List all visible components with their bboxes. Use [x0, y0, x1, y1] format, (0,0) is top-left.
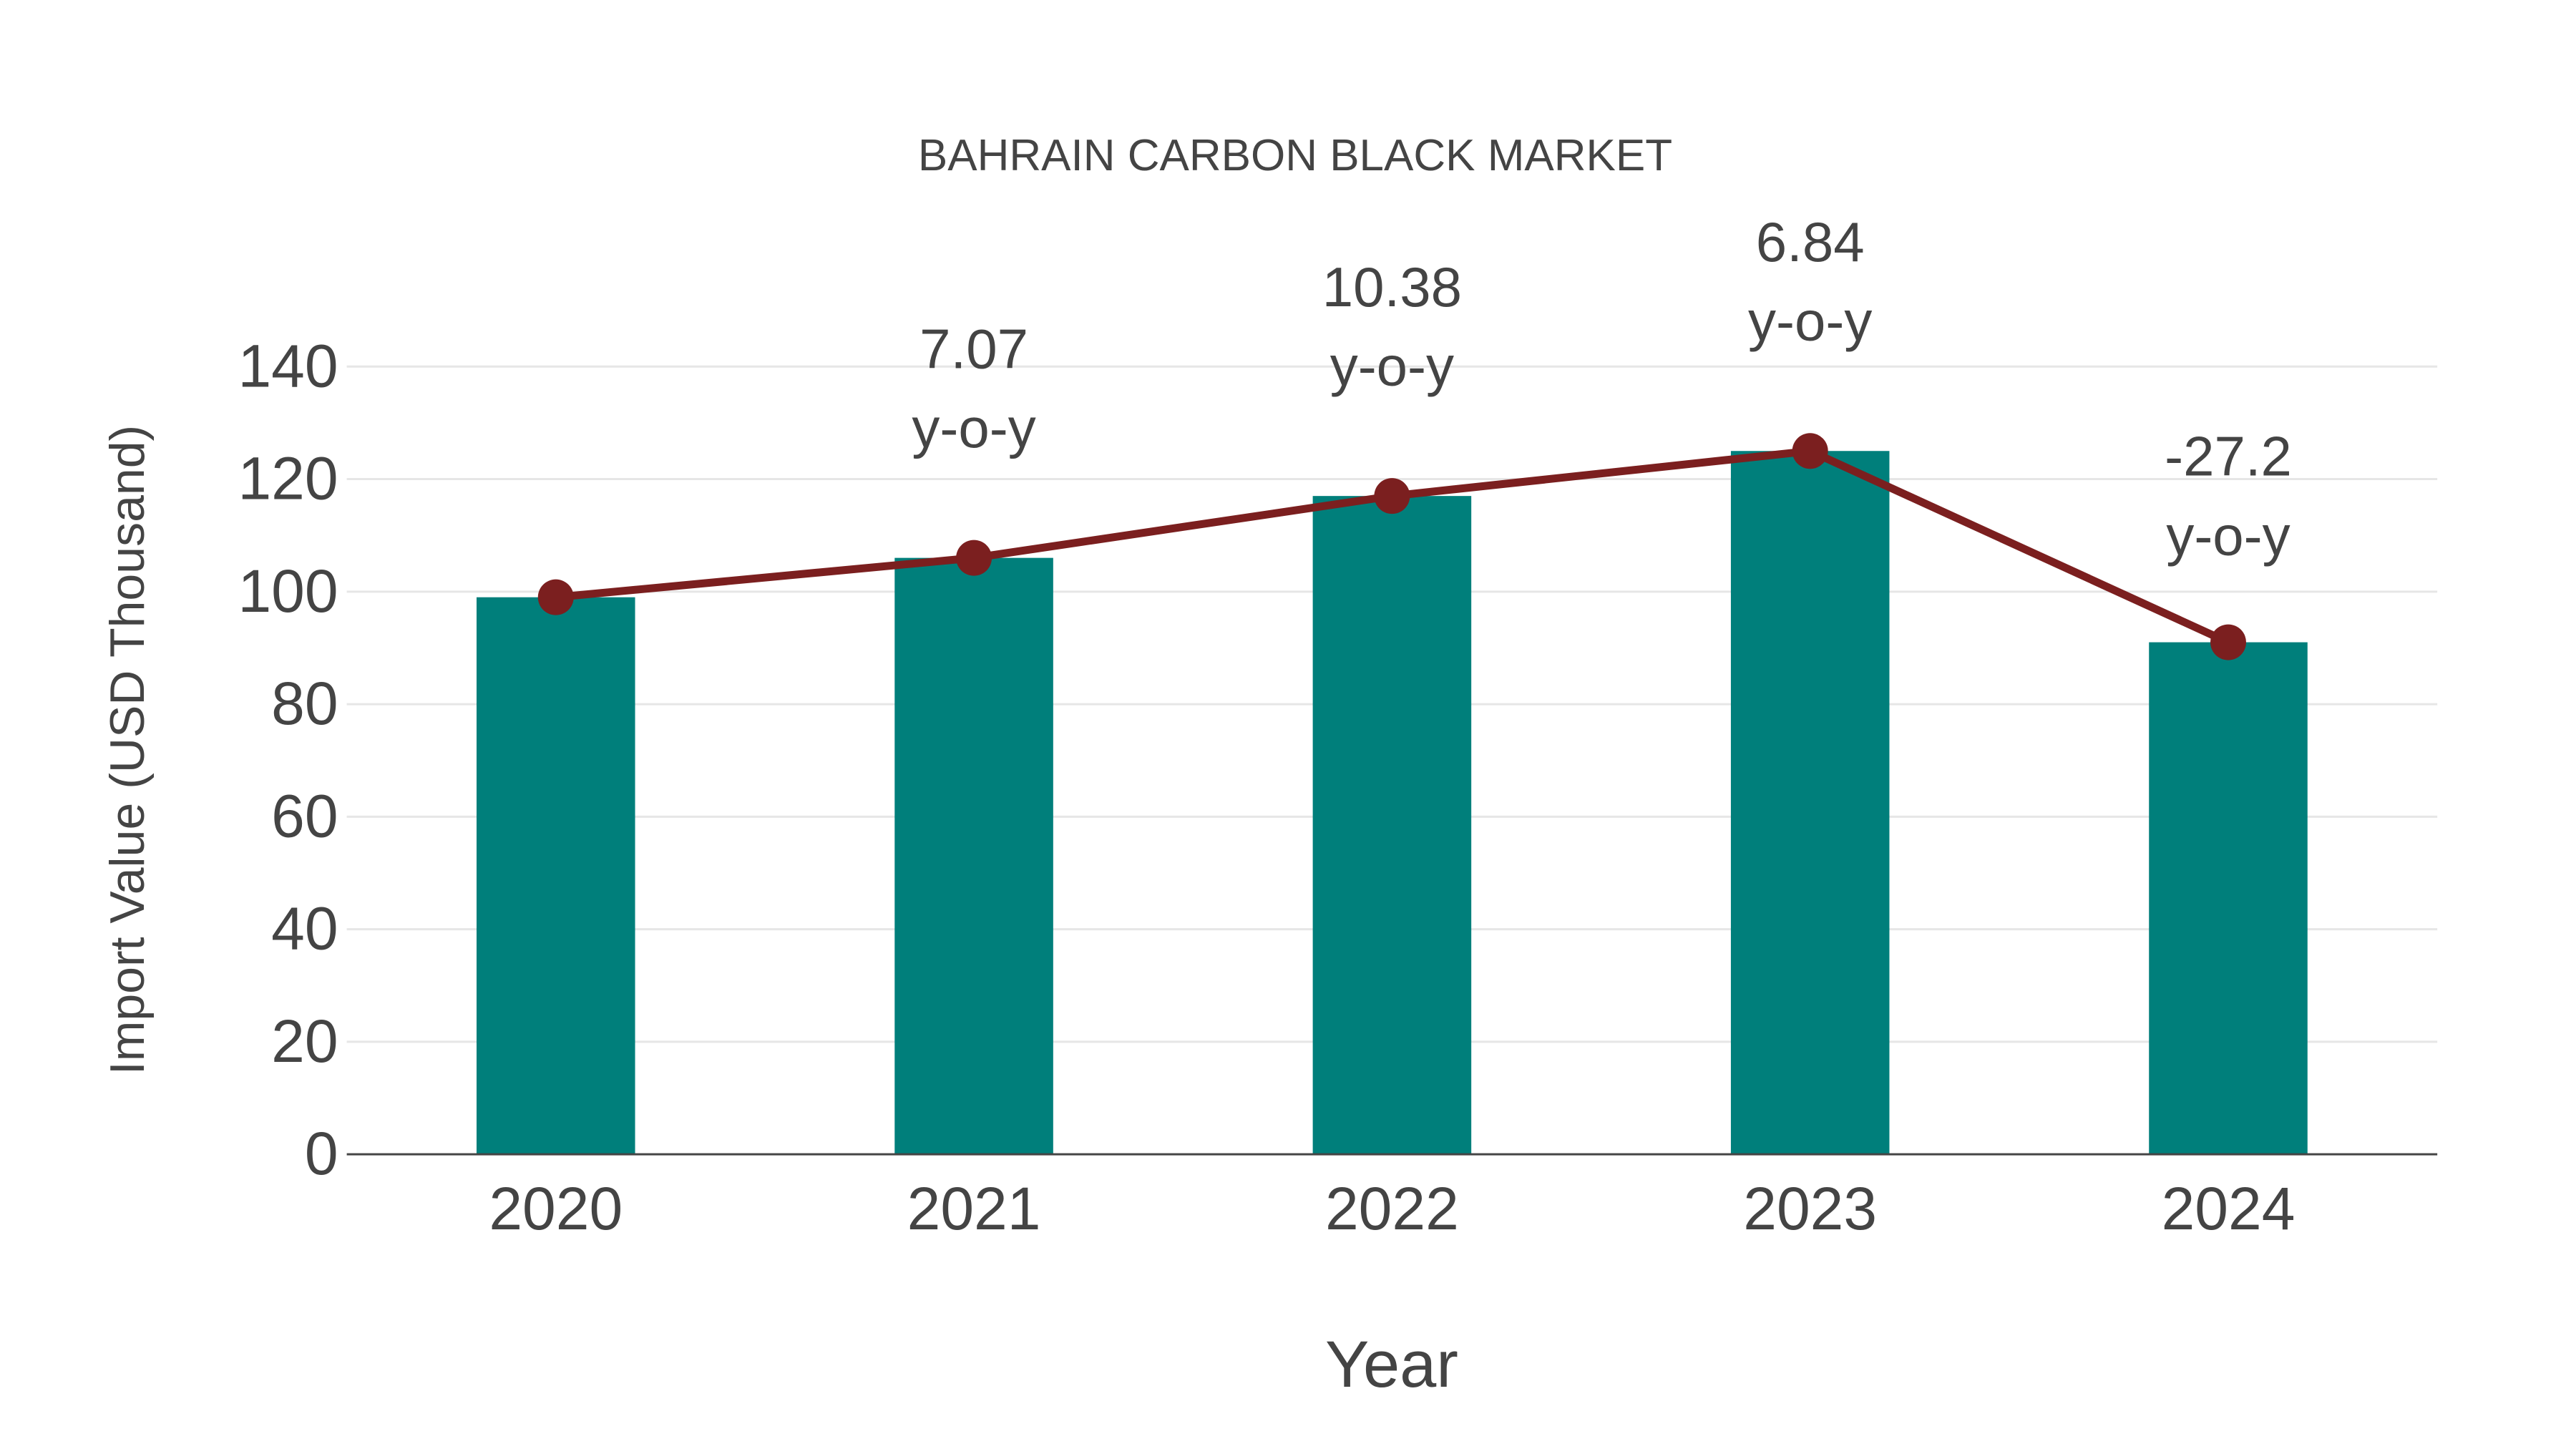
trend-marker [1792, 433, 1828, 469]
trend-marker [1374, 478, 1410, 514]
yoy-annotation-value: 7.07 [919, 317, 1028, 380]
yoy-annotation-label: y-o-y [912, 396, 1035, 459]
bar [477, 597, 635, 1155]
y-tick-label: 140 [238, 332, 338, 399]
y-tick-label: 20 [271, 1008, 338, 1075]
yoy-annotation-value: -27.2 [2165, 425, 2292, 488]
x-tick-label: 2024 [2162, 1175, 2296, 1242]
y-tick-label: 40 [271, 895, 338, 962]
y-tick-label: 60 [271, 782, 338, 849]
chart-title: BAHRAIN CARBON BLACK MARKET [917, 131, 1673, 180]
y-tick-label: 0 [305, 1120, 338, 1187]
y-tick-label: 80 [271, 670, 338, 737]
x-tick-label: 2023 [1743, 1175, 1877, 1242]
x-axis-label: Year [1325, 1328, 1458, 1401]
yoy-annotation-value: 10.38 [1322, 255, 1462, 318]
yoy-annotation-value: 6.84 [1756, 210, 1865, 273]
yoy-annotation-label: y-o-y [2166, 504, 2290, 567]
bar [1730, 451, 1890, 1155]
trend-marker [956, 540, 992, 576]
x-tick-label: 2021 [907, 1175, 1041, 1242]
yoy-annotation-label: y-o-y [1748, 290, 1872, 353]
x-tick-label: 2022 [1325, 1175, 1459, 1242]
yoy-annotation-label: y-o-y [1330, 335, 1454, 398]
x-tick-label: 2020 [489, 1175, 623, 1242]
bar [2149, 642, 2308, 1155]
trend-marker [537, 579, 574, 615]
trend-marker [2210, 624, 2246, 660]
y-tick-label: 120 [238, 445, 338, 512]
y-tick-label: 100 [238, 557, 338, 625]
bar [894, 557, 1053, 1155]
bar [1312, 496, 1472, 1155]
